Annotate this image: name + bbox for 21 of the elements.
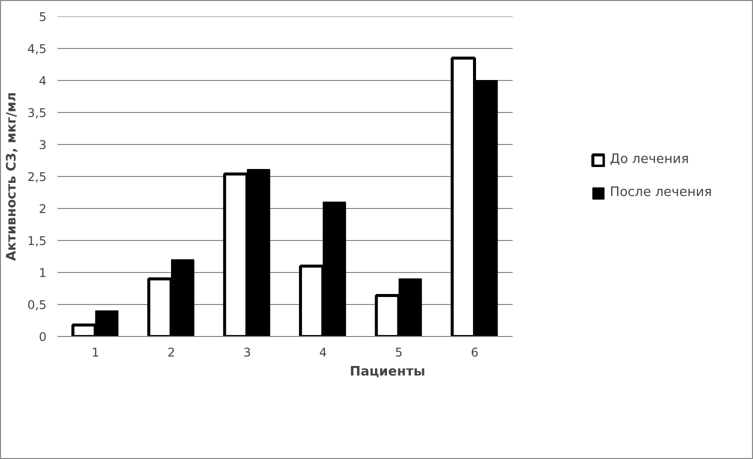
y-tick-label: 2,5 — [27, 170, 47, 184]
legend-label: До лечения — [610, 152, 689, 167]
legend-label: После лечения — [610, 185, 712, 200]
x-axis-title: Пациенты — [350, 364, 426, 380]
x-tick-label: 2 — [167, 346, 176, 360]
y-tick-label: 0 — [38, 330, 47, 344]
y-tick-label: 1 — [38, 266, 47, 280]
x-tick-label: 3 — [243, 346, 251, 360]
y-tick-label: 3 — [38, 138, 47, 152]
y-axis-title: Активность С3, мкг/мл — [4, 92, 20, 261]
y-tick-label: 4,5 — [27, 42, 47, 56]
x-tick-label: 4 — [319, 346, 327, 360]
x-tick-label: 6 — [470, 346, 479, 360]
y-tick-label: 2 — [38, 202, 47, 216]
y-tick-label: 5 — [38, 10, 47, 24]
x-tick-label: 1 — [92, 346, 100, 360]
y-tick-label: 4 — [38, 74, 47, 88]
y-tick-label: 3,5 — [27, 106, 47, 120]
y-tick-label: 1,5 — [27, 234, 47, 248]
y-tick-label: 0,5 — [27, 298, 47, 312]
x-tick-label: 5 — [395, 346, 403, 360]
